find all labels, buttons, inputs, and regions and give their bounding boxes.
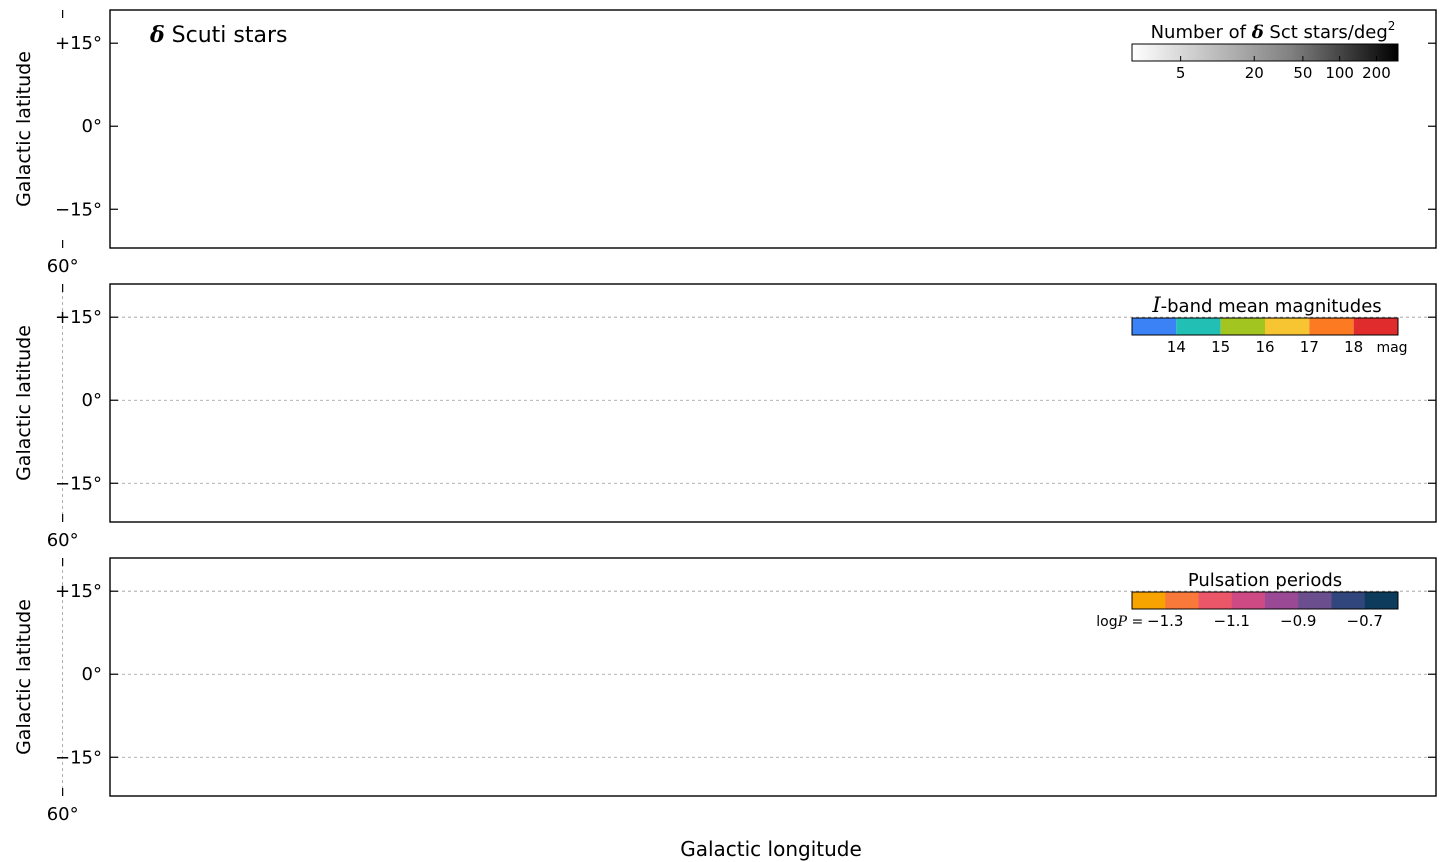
axes-1: 60°30°0°330°300°270°240°210°+15°0°−15°Ga…	[13, 9, 1437, 277]
colorbar-tick-label: 20	[1245, 64, 1264, 82]
colorbar	[1131, 43, 1399, 62]
colorbar-tick-label: 50	[1293, 64, 1312, 82]
plot-frame	[109, 9, 1437, 249]
colorbar-tick-label: 5	[1176, 64, 1186, 82]
y-axis-label: Galactic latitude	[13, 51, 35, 207]
panel-title: δ Scuti stars	[149, 22, 288, 48]
colorbar-tick-label: 200	[1362, 64, 1391, 82]
colorbar-title: Number of δ Sct stars/deg2	[1151, 19, 1396, 43]
y-tick-label: +15°	[55, 33, 102, 54]
x-tick-label: 60°	[47, 256, 79, 277]
y-tick-label: −15°	[55, 199, 102, 220]
y-tick-label: 0°	[82, 116, 102, 137]
colorbar-tick-label: 100	[1325, 64, 1354, 82]
